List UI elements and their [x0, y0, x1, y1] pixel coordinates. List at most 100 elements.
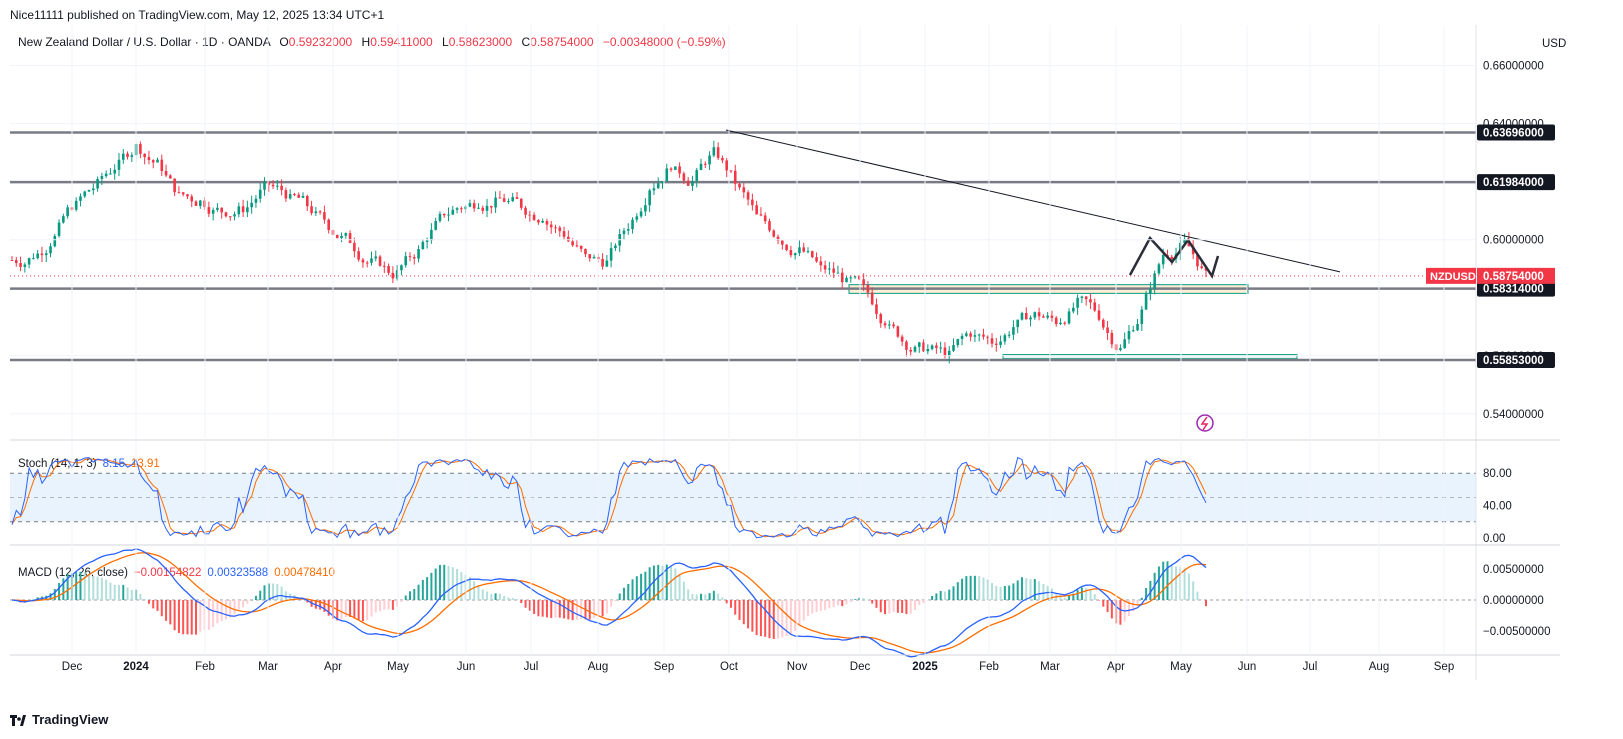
- macd-histogram-bar: [1089, 589, 1092, 600]
- candle-body: [806, 251, 810, 253]
- candle-body: [49, 246, 52, 254]
- macd-histogram-bar: [100, 577, 103, 600]
- candle-body: [1144, 294, 1148, 310]
- candle-body: [412, 257, 416, 259]
- macd-histogram-bar: [147, 600, 150, 604]
- time-axis-label: Aug: [1369, 661, 1389, 673]
- candle-body: [793, 253, 797, 256]
- macd-histogram-bar: [691, 594, 694, 600]
- macd-histogram-bar: [1127, 600, 1130, 617]
- candle-body: [181, 192, 185, 195]
- time-axis-label: Mar: [1040, 661, 1060, 673]
- candle-body: [1204, 268, 1208, 271]
- macd-histogram-bar: [742, 600, 745, 625]
- candle-body: [926, 349, 930, 352]
- candle-body: [1076, 297, 1079, 308]
- symbol-title[interactable]: New Zealand Dollar / U.S. Dollar · 1D · …: [18, 35, 271, 49]
- macd-histogram-bar: [657, 564, 660, 600]
- macd-histogram-bar: [460, 572, 463, 600]
- candle-body: [490, 205, 493, 208]
- macd-histogram-bar: [199, 600, 202, 632]
- candle-body: [1123, 339, 1126, 349]
- candle-body: [267, 181, 271, 185]
- tradingview-brand[interactable]: TradingView: [10, 712, 108, 727]
- macd-histogram-bar: [695, 594, 698, 600]
- level-price-label: 0.63696000: [1483, 127, 1544, 139]
- macd-histogram-bar: [404, 595, 407, 600]
- macd-histogram-bar: [66, 573, 69, 600]
- macd-histogram-bar: [152, 600, 155, 609]
- macd-histogram-bar: [494, 593, 497, 600]
- macd-histogram-bar: [1175, 566, 1178, 600]
- macd-histogram-bar: [468, 576, 471, 600]
- candle-body: [990, 338, 994, 344]
- candle-body: [27, 258, 31, 265]
- candle-body: [447, 214, 450, 216]
- candle-body: [721, 157, 724, 161]
- candle-body: [644, 205, 647, 212]
- candle-body: [1119, 348, 1122, 351]
- candle-body: [421, 241, 425, 250]
- time-axis-label: Dec: [62, 661, 83, 673]
- macd-histogram-bar: [580, 600, 583, 620]
- macd-histogram-bar: [220, 600, 223, 621]
- candle-body: [83, 191, 87, 197]
- macd-histogram-bar: [1042, 584, 1045, 600]
- macd-histogram-bar: [909, 600, 912, 614]
- macd-histogram-bar: [190, 600, 193, 635]
- candle-body: [353, 242, 356, 252]
- last-price-tag: [1477, 267, 1555, 284]
- candle-body: [121, 153, 125, 160]
- candle-body: [1012, 327, 1015, 335]
- macd-histogram-bar: [246, 600, 249, 604]
- macd-tick-label: −0.00500000: [1483, 626, 1550, 638]
- macd-histogram-bar: [687, 589, 690, 600]
- macd-histogram-bar: [922, 600, 925, 604]
- macd-histogram-bar: [635, 576, 638, 600]
- macd-histogram-bar: [682, 581, 685, 600]
- chart-canvas[interactable]: Dec 2024 Feb Mar Apr May Jun Jul Aug Sep Oct Nov Dec…: [0, 0, 1623, 705]
- candle-body: [1183, 239, 1186, 244]
- macd-histogram-bar: [1106, 600, 1109, 613]
- time-axis-label: Jul: [524, 661, 539, 673]
- macd-histogram-bar: [1016, 580, 1019, 600]
- macd-histogram-bar: [627, 583, 630, 600]
- macd-histogram-bar: [747, 600, 750, 629]
- macd-histogram-bar: [1136, 600, 1139, 606]
- candle-body: [626, 229, 630, 231]
- macd-histogram-bar: [443, 564, 446, 600]
- candle-body: [151, 160, 155, 163]
- macd-title[interactable]: MACD (12, 26, close): [18, 567, 128, 579]
- candle-body: [237, 206, 241, 215]
- macd-histogram-bar: [631, 579, 634, 600]
- candle-body: [335, 234, 339, 239]
- candle-body: [703, 163, 707, 165]
- candle-body: [1131, 330, 1135, 332]
- candle-body: [815, 257, 818, 262]
- stoch-k-line: [11, 456, 1207, 539]
- candle-body: [947, 350, 951, 357]
- currency-label[interactable]: USD: [1542, 38, 1567, 50]
- macd-histogram-bar: [340, 600, 343, 620]
- candle-body: [853, 276, 857, 278]
- macd-line: [11, 548, 1207, 658]
- macd-histogram-bar: [139, 593, 142, 600]
- macd-histogram-bar: [755, 600, 758, 636]
- macd-histogram-bar: [473, 581, 476, 600]
- candle-body: [1016, 319, 1019, 328]
- double-top-pattern: [1128, 235, 1220, 279]
- candle-body: [930, 345, 934, 350]
- candle-body: [293, 194, 296, 196]
- macd-histogram-bar: [374, 600, 377, 613]
- macd-histogram-bar: [969, 575, 972, 600]
- time-axis-label: Jun: [1238, 661, 1257, 673]
- candle-body: [66, 207, 69, 217]
- candle-body: [656, 183, 660, 189]
- candle-body: [515, 197, 519, 199]
- candle-body: [973, 335, 977, 337]
- candle-body: [207, 207, 211, 214]
- macd-histogram-bar: [905, 600, 908, 615]
- candle-body: [1059, 322, 1062, 325]
- macd-histogram-bar: [207, 600, 210, 630]
- macd-histogram-bar: [58, 583, 61, 600]
